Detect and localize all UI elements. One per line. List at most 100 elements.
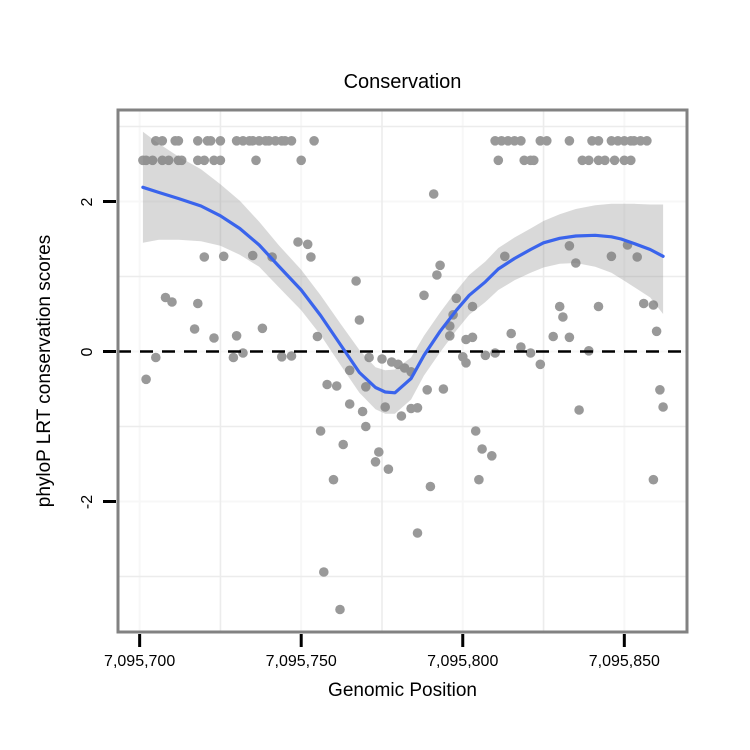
x-tick-label: 7,095,700 bbox=[104, 653, 176, 670]
data-point bbox=[422, 385, 433, 395]
data-point bbox=[648, 300, 659, 310]
data-point bbox=[506, 328, 516, 339]
data-point bbox=[474, 474, 484, 485]
smooth-line bbox=[141, 185, 665, 395]
data-point bbox=[151, 352, 161, 363]
data-point bbox=[173, 136, 184, 146]
data-point bbox=[344, 399, 355, 409]
data-point bbox=[176, 155, 187, 166]
data-point bbox=[516, 136, 526, 146]
data-point bbox=[199, 252, 210, 262]
y-tick-label: 2 bbox=[79, 197, 96, 206]
data-point bbox=[199, 155, 210, 166]
data-point bbox=[593, 136, 604, 146]
data-point bbox=[638, 298, 649, 309]
data-point bbox=[157, 136, 168, 146]
data-point bbox=[205, 136, 216, 146]
data-point bbox=[606, 251, 617, 262]
data-point bbox=[309, 136, 319, 146]
data-point bbox=[558, 312, 568, 322]
data-point bbox=[335, 604, 345, 615]
axis-tick-marks bbox=[103, 200, 626, 647]
data-point bbox=[286, 351, 297, 361]
data-point bbox=[564, 241, 575, 251]
data-point bbox=[354, 315, 365, 325]
data-point bbox=[529, 155, 539, 166]
data-point bbox=[322, 379, 332, 390]
data-point bbox=[251, 155, 261, 166]
data-point bbox=[306, 252, 316, 262]
data-point bbox=[626, 155, 636, 166]
data-point bbox=[493, 155, 504, 166]
data-point bbox=[500, 251, 510, 262]
data-point bbox=[209, 333, 219, 343]
data-point bbox=[396, 411, 407, 421]
x-tick-label: 7,095,850 bbox=[588, 653, 660, 670]
data-point bbox=[490, 348, 500, 358]
data-point bbox=[370, 457, 381, 467]
x-tick-label: 7,095,750 bbox=[265, 653, 337, 670]
data-point bbox=[419, 290, 429, 301]
data-point bbox=[319, 567, 329, 577]
points-layer bbox=[138, 136, 668, 615]
data-point bbox=[609, 155, 620, 166]
data-point bbox=[238, 348, 248, 358]
data-point bbox=[377, 354, 387, 364]
data-point bbox=[461, 334, 471, 345]
panel-border bbox=[116, 108, 689, 634]
data-point bbox=[141, 374, 151, 385]
data-point bbox=[648, 474, 659, 485]
data-point bbox=[428, 189, 439, 199]
data-point bbox=[312, 331, 323, 342]
data-point bbox=[451, 293, 462, 304]
y-axis-title: phyloP LRT conservation scores bbox=[34, 234, 55, 508]
data-point bbox=[467, 301, 478, 312]
data-point bbox=[412, 403, 423, 413]
data-point bbox=[361, 382, 371, 392]
y-tick-label: 0 bbox=[79, 347, 96, 356]
data-point bbox=[516, 342, 526, 352]
x-axis-title: Genomic Position bbox=[328, 680, 477, 701]
data-point bbox=[432, 270, 442, 280]
data-point bbox=[189, 324, 200, 334]
data-point bbox=[277, 352, 287, 362]
data-point bbox=[286, 136, 297, 146]
data-point bbox=[215, 136, 226, 146]
data-point bbox=[231, 331, 242, 341]
data-point bbox=[445, 331, 455, 341]
data-point bbox=[364, 352, 374, 363]
data-point bbox=[338, 439, 349, 450]
data-point bbox=[247, 250, 258, 261]
data-point bbox=[257, 323, 268, 334]
data-point bbox=[228, 352, 239, 363]
data-point bbox=[548, 331, 558, 342]
data-point bbox=[564, 332, 575, 343]
data-point bbox=[655, 385, 665, 395]
data-point bbox=[374, 447, 384, 457]
data-point bbox=[571, 258, 581, 268]
data-point bbox=[344, 365, 355, 376]
data-point bbox=[193, 136, 203, 146]
data-point bbox=[435, 260, 445, 271]
data-point bbox=[574, 405, 584, 415]
data-point bbox=[328, 474, 339, 485]
data-point bbox=[542, 136, 552, 146]
data-point bbox=[470, 426, 481, 436]
data-point bbox=[302, 239, 313, 250]
data-point bbox=[425, 481, 436, 492]
data-point bbox=[658, 402, 668, 412]
data-point bbox=[554, 301, 565, 312]
data-point bbox=[642, 136, 652, 146]
x-tick-label: 7,095,800 bbox=[427, 653, 499, 670]
data-point bbox=[357, 406, 368, 417]
data-point bbox=[480, 350, 491, 361]
chart-title: Conservation bbox=[343, 71, 462, 93]
data-point bbox=[293, 237, 303, 247]
data-point bbox=[535, 359, 546, 370]
data-point bbox=[351, 276, 361, 286]
data-point bbox=[315, 426, 326, 436]
data-point bbox=[331, 381, 342, 391]
data-point bbox=[147, 155, 158, 166]
